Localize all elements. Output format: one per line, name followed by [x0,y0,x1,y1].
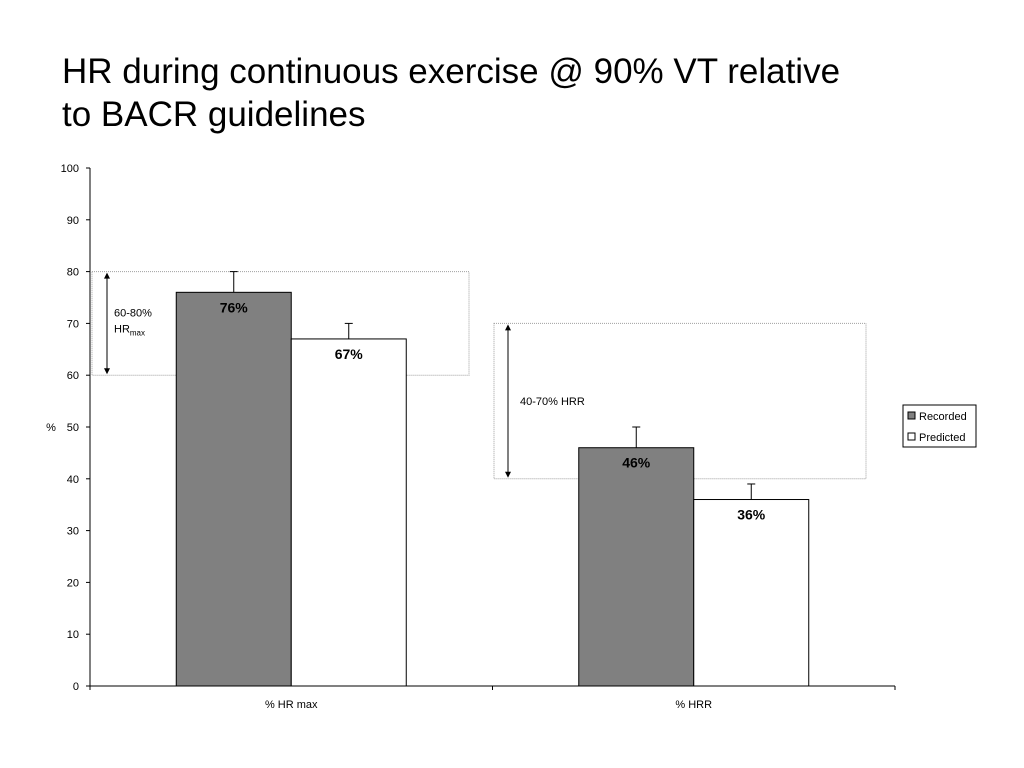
guideline-range-label: 60-80% [114,307,152,319]
bar-predicted [693,499,810,687]
slide-title-line-1: HR during continuous exercise @ 90% VT r… [62,52,841,91]
guideline-range-label-subscript: max [130,328,145,337]
y-tick-label: 100 [61,163,79,175]
y-tick-label: 50 [67,422,79,434]
guideline-range-box [91,271,470,376]
y-tick-label: 90 [67,215,79,227]
y-tick-label: 0 [73,681,79,693]
y-tick-label: 40 [67,474,79,486]
arrow-up-icon [104,272,110,279]
guideline-range-label-base: HR [114,323,130,335]
data-label: 36% [737,507,766,523]
slide-title-line-2: to BACR guidelines [62,95,366,134]
y-tick-label: 80 [67,267,79,279]
guideline-range-label: 40-70% HRR [520,396,585,408]
legend-label-recorded: Recorded [919,411,967,423]
y-tick-label: 10 [67,629,79,641]
arrow-down-icon [505,471,511,478]
bar-recorded [175,291,292,687]
guideline-range-box [493,322,867,480]
y-tick-label: 30 [67,526,79,538]
arrow-up-icon [505,324,511,331]
guideline-range-label-hrmax: HRmax [114,323,145,337]
y-tick-label: 70 [67,318,79,330]
data-label: 67% [335,346,364,362]
legend-swatch-predicted [907,432,916,441]
arrow-down-icon [104,368,110,375]
data-label: 76% [220,299,249,315]
legend-swatch-recorded [907,411,916,420]
y-tick-label: 60 [67,370,79,382]
y-tick-label: 20 [67,577,79,589]
x-tick-label: % HRR [675,699,712,711]
bar-predicted [290,338,407,687]
y-axis-label: % [46,422,56,434]
slide-title: HR during continuous exercise @ 90% VT r… [62,50,982,136]
x-tick-label: % HR max [265,699,318,711]
legend-label-predicted: Predicted [919,432,965,444]
data-label: 46% [622,455,651,471]
bar-recorded [578,447,695,687]
